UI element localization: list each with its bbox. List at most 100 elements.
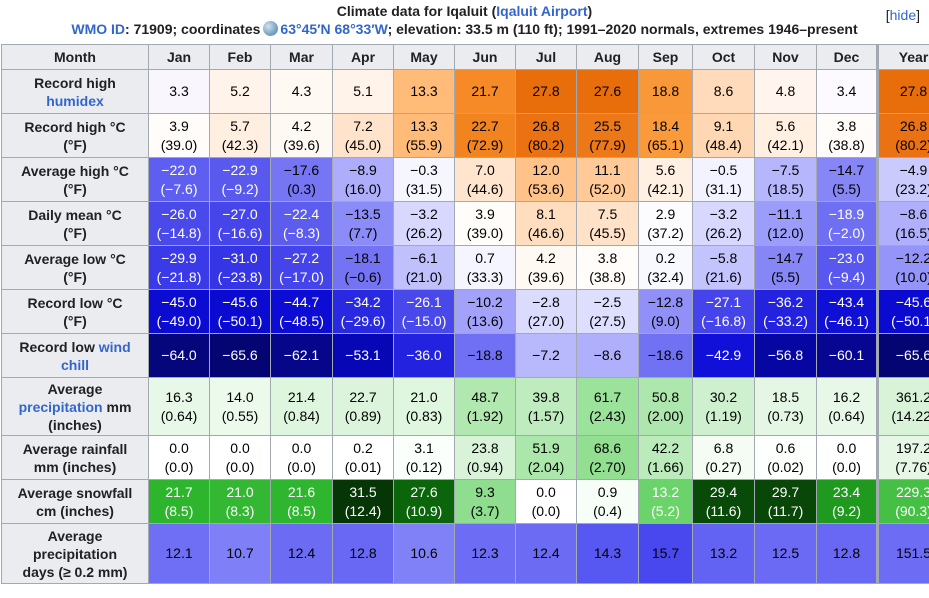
coordinates-link[interactable]: 63°45′N 68°33′W (280, 21, 387, 37)
cell-imperial-value: (0.01) (333, 458, 393, 477)
data-cell: 21.0(8.3) (210, 480, 271, 524)
cell-value: −3.2 (394, 205, 454, 224)
table-caption: Climate data for Iqaluit (Iqaluit Airpor… (1, 2, 928, 38)
table-row: Daily mean °C(°F)−26.0(−14.8)−27.0(−16.6… (2, 202, 929, 246)
cell-value: 3.4 (817, 82, 876, 101)
cell-imperial-value: (−2.0) (817, 224, 876, 243)
cell-imperial-value: (0.0) (271, 458, 332, 477)
cell-value: 361.2 (879, 388, 929, 407)
data-cell: 18.4(65.1) (639, 114, 693, 158)
cell-imperial-value: (39.6) (516, 268, 576, 287)
cell-value: −44.7 (271, 293, 332, 312)
data-cell: 7.0(44.6) (455, 158, 516, 202)
cell-imperial-value: (31.5) (394, 180, 454, 199)
cell-value: 5.2 (210, 82, 270, 101)
data-cell: −10.2(13.6) (455, 290, 516, 334)
cell-value: −6.1 (394, 249, 454, 268)
cell-value: 42.2 (639, 439, 692, 458)
data-cell: 4.2(39.6) (271, 114, 333, 158)
cell-imperial-value: (0.4) (577, 502, 638, 521)
data-cell: 229.3(90.3) (878, 480, 929, 524)
cell-imperial-value: (−23.8) (210, 268, 270, 287)
cell-imperial-value: (10.9) (394, 502, 454, 521)
data-cell: 21.0(0.83) (394, 378, 455, 436)
cell-value: −4.9 (879, 161, 929, 180)
row-label-link[interactable]: humidex (46, 93, 104, 109)
data-cell: 27.8 (516, 70, 577, 114)
row-label-link[interactable]: precipitation (19, 399, 103, 415)
cell-imperial-value: (5.2) (639, 502, 692, 521)
data-cell: −8.6(16.5) (878, 202, 929, 246)
caption-title: Climate data for Iqaluit (Iqaluit Airpor… (1, 2, 928, 20)
cell-imperial-value: (−14.8) (149, 224, 209, 243)
data-cell: −44.7(−48.5) (271, 290, 333, 334)
iqaluit-airport-link[interactable]: Iqaluit Airport (496, 3, 587, 19)
data-cell: 5.6(42.1) (755, 114, 817, 158)
cell-value: 9.3 (455, 483, 515, 502)
row-label-link[interactable]: chill (61, 357, 89, 373)
data-cell: 13.3(55.9) (394, 114, 455, 158)
data-cell: −65.6 (878, 334, 929, 378)
cell-imperial-value: (0.89) (333, 407, 393, 426)
cell-value: −3.2 (693, 205, 754, 224)
cell-imperial-value: (7.76) (879, 458, 929, 477)
column-header-jan: Jan (149, 45, 210, 70)
cell-imperial-value: (0.73) (755, 407, 816, 426)
cell-value: −31.0 (210, 249, 270, 268)
title-prefix: Climate data for Iqaluit ( (337, 3, 496, 19)
data-cell: 13.3 (394, 70, 455, 114)
cell-value: −12.8 (639, 293, 692, 312)
row-label: Average high °C(°F) (2, 158, 149, 202)
cell-imperial-value: (38.8) (577, 268, 638, 287)
data-cell: −8.6 (577, 334, 639, 378)
cell-value: 21.4 (271, 388, 332, 407)
globe-icon[interactable] (263, 21, 278, 36)
cell-imperial-value: (−33.2) (755, 312, 816, 331)
cell-imperial-value: (−16.6) (210, 224, 270, 243)
cell-value: 21.0 (394, 388, 454, 407)
row-label-text: days (≥ 0.2 mm) (23, 564, 128, 580)
cell-imperial-value: (11.7) (755, 502, 816, 521)
data-cell: 3.9(39.0) (455, 202, 516, 246)
data-cell: 0.6(0.02) (755, 436, 817, 480)
cell-imperial-value: (9.0) (639, 312, 692, 331)
row-label: Daily mean °C(°F) (2, 202, 149, 246)
cell-imperial-value: (1.92) (455, 407, 515, 426)
cell-value: 23.8 (455, 439, 515, 458)
data-cell: −27.1(−16.8) (693, 290, 755, 334)
cell-value: 7.0 (455, 161, 515, 180)
data-cell: 14.0(0.55) (210, 378, 271, 436)
table-row: Record high °C(°F)3.9(39.0)5.7(42.3)4.2(… (2, 114, 929, 158)
cell-value: 10.6 (394, 544, 454, 563)
data-cell: −45.6(−50.1) (878, 290, 929, 334)
cell-imperial-value: (−9.2) (210, 180, 270, 199)
cell-value: −8.6 (879, 205, 929, 224)
cell-value: 0.9 (577, 483, 638, 502)
data-cell: 9.3(3.7) (455, 480, 516, 524)
column-header-jun: Jun (455, 45, 516, 70)
row-label-link[interactable]: wind (99, 339, 131, 355)
cell-value: 0.6 (755, 439, 816, 458)
cell-value: 2.9 (639, 205, 692, 224)
data-cell: −45.6(−50.1) (210, 290, 271, 334)
row-label-text: Average (48, 528, 103, 544)
data-cell: 12.5 (755, 524, 817, 584)
cell-value: 12.8 (333, 544, 393, 563)
row-label-text: Record high (34, 75, 116, 91)
hide-toggle[interactable]: [hide] (886, 6, 920, 24)
data-cell: 31.5(12.4) (333, 480, 394, 524)
cell-value: 11.1 (577, 161, 638, 180)
wmo-id-link[interactable]: WMO ID (71, 21, 125, 37)
cell-value: 13.3 (394, 117, 454, 136)
cell-imperial-value: (5.5) (817, 180, 876, 199)
cell-imperial-value: (12.0) (755, 224, 816, 243)
cell-value: 12.4 (516, 544, 576, 563)
cell-value: −26.0 (149, 205, 209, 224)
cell-imperial-value: (11.6) (693, 502, 754, 521)
cell-imperial-value: (9.2) (817, 502, 876, 521)
station-details: ; elevation: 33.5 m (110 ft); 1991–2020 … (388, 21, 858, 37)
